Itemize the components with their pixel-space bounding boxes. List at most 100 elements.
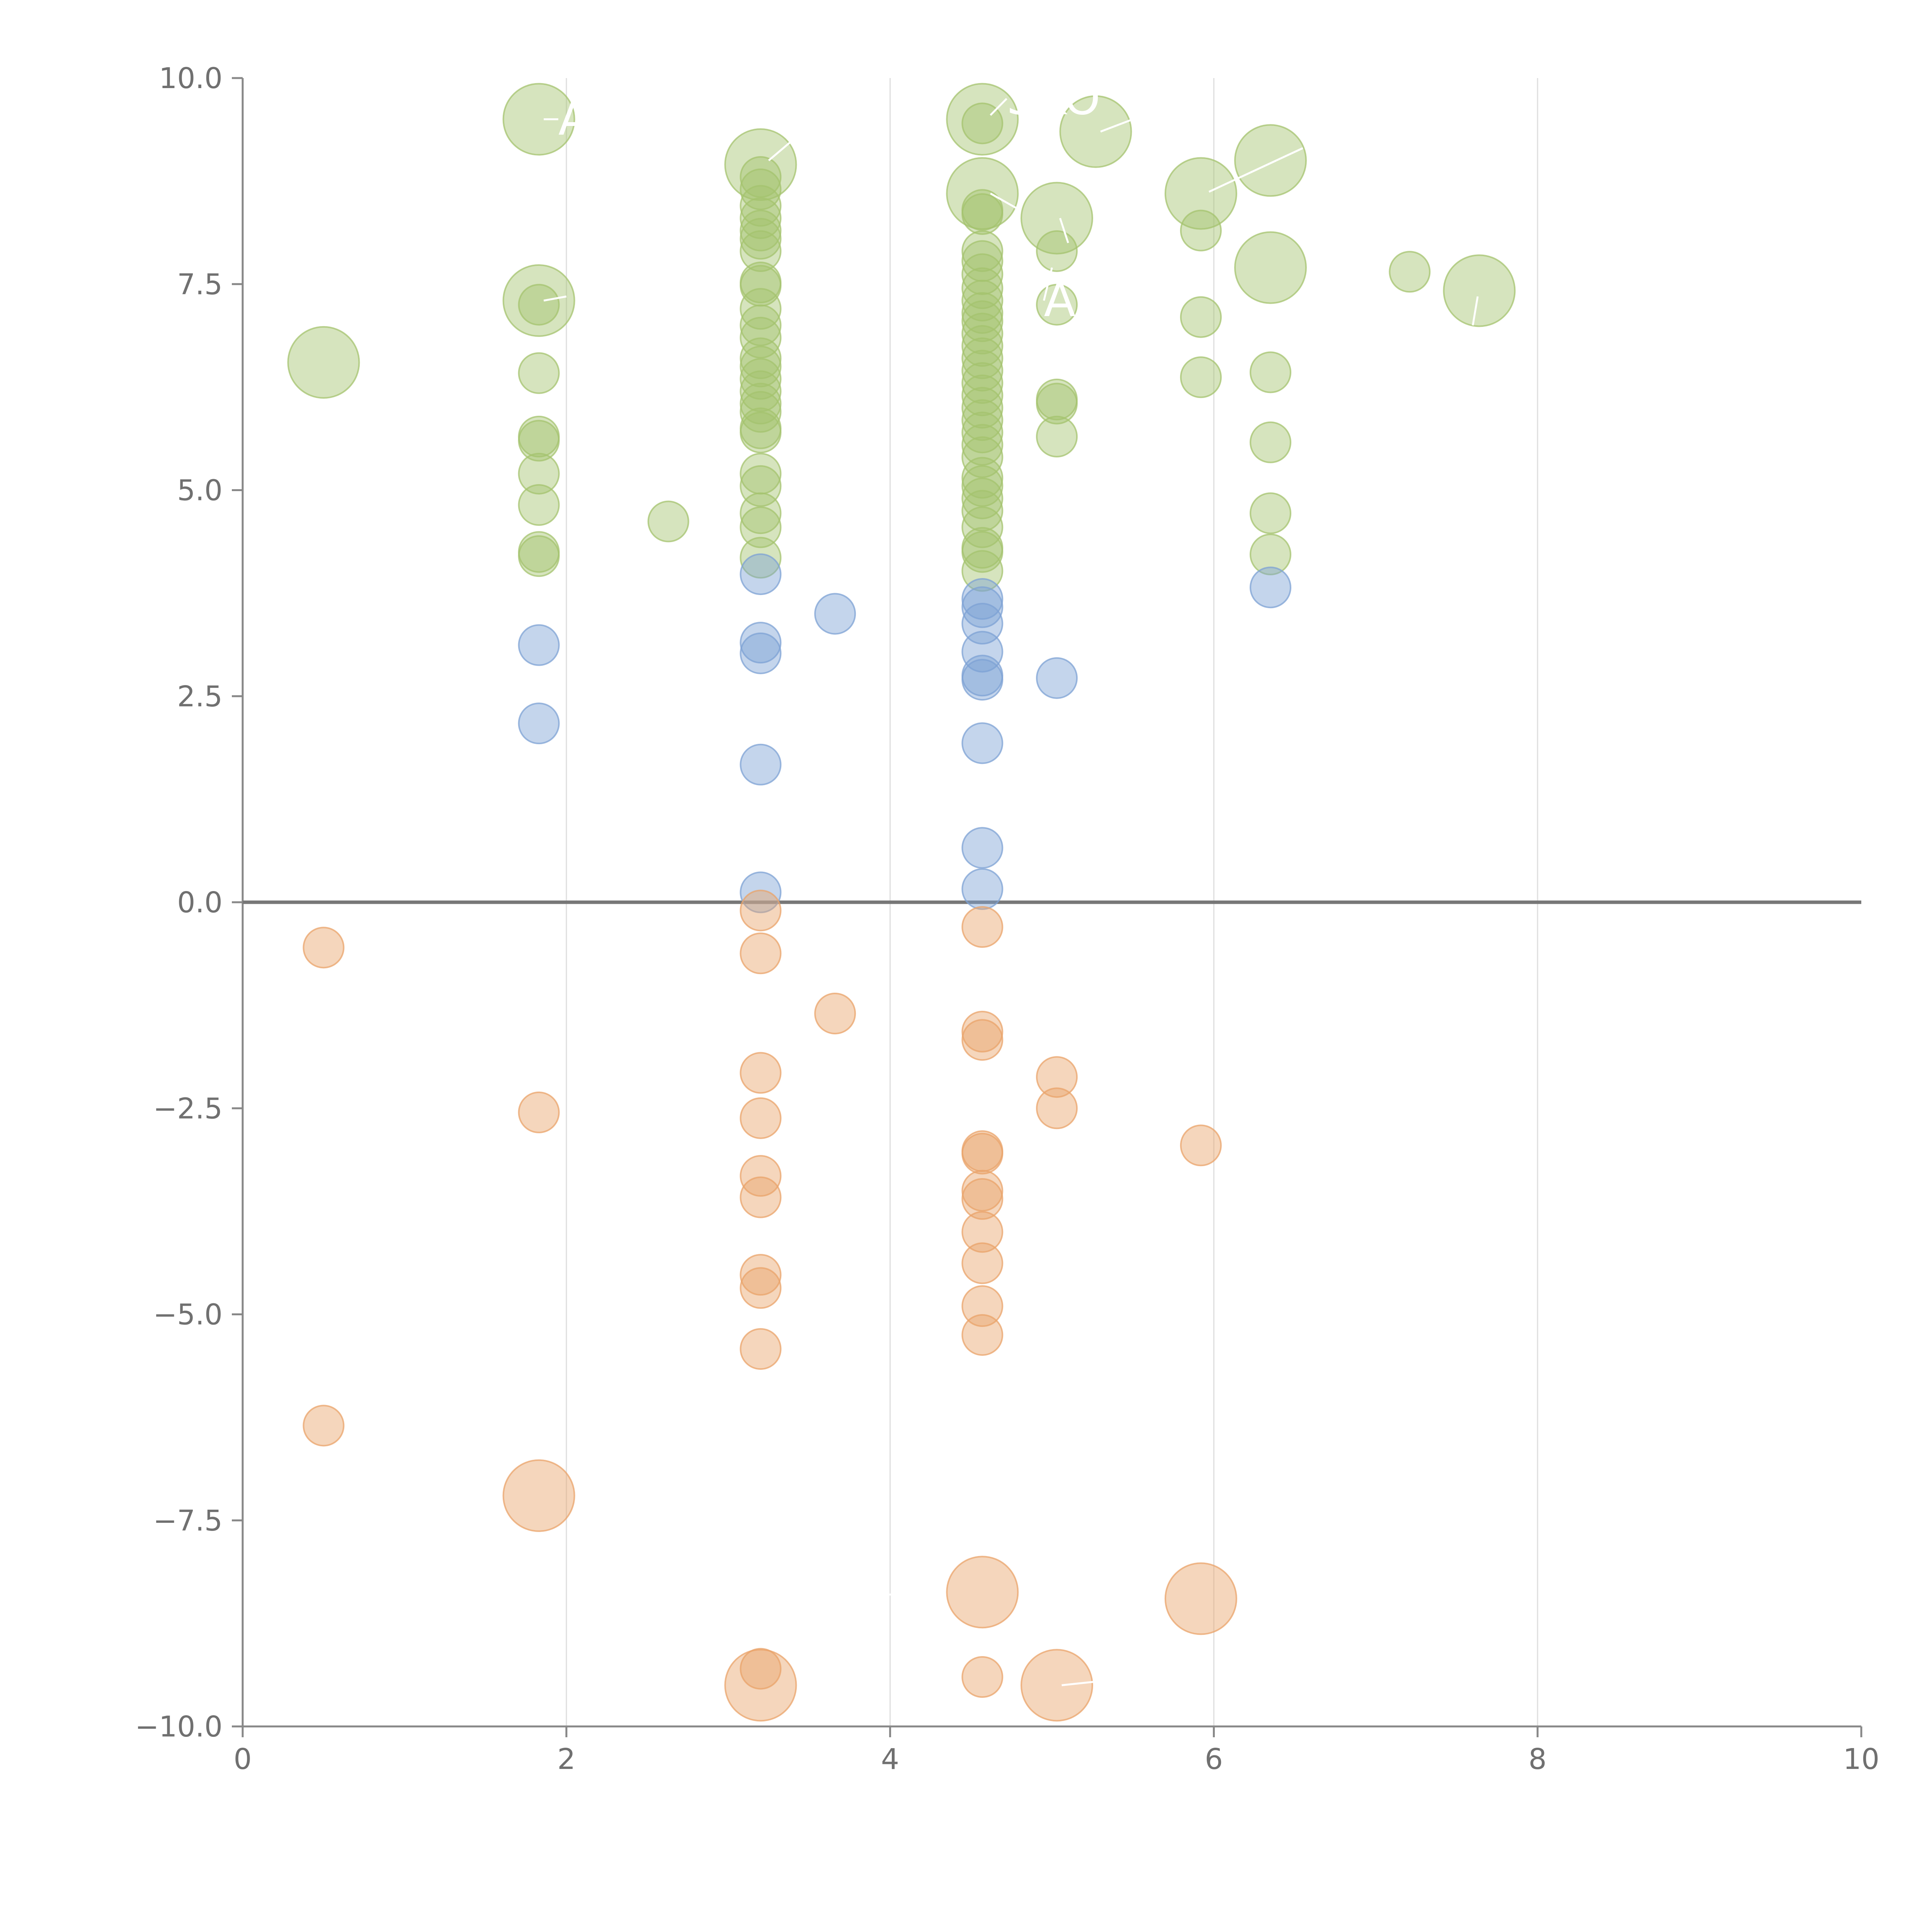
bubble-green [1234,231,1307,304]
bubbles [287,83,1516,1722]
bubble-green [740,383,782,425]
bubble-green [961,531,1003,573]
annotation-leader-line [990,192,1020,211]
bubble-green [724,128,797,201]
bubble-blue [740,553,782,595]
y-axis-ticks: 10.0 7.5 5.0 2.5 0.0 −2.5 −5.0 −7.5 −10.0 [135,62,243,1743]
bubble-green [961,325,1003,367]
bubble-green [1180,356,1222,398]
bubble-green [740,304,782,346]
x-tick-label: 0 [233,1743,252,1776]
bubble-orange [961,906,1003,948]
annotation-leader-line [1061,1680,1101,1686]
annotation-leader-line [990,98,1007,116]
y-tick-label: 2.5 [177,680,223,713]
bubble-green [1250,492,1292,534]
bubble-green [502,83,575,156]
bubble-blue [740,743,782,786]
bubble-green [961,267,1003,309]
annotation-leader-line [1208,147,1303,193]
bubble-orange [518,1091,560,1133]
bubble-orange [961,1178,1003,1220]
y-tick-label: 7.5 [177,268,223,301]
bubble-blue [740,871,782,913]
x-axis-ticks: 0 2 4 6 8 10 [233,1726,1879,1776]
bubble-orange [961,1010,1003,1053]
bubble-green [518,484,560,526]
bubble-orange [740,1097,782,1139]
bubble-green [961,193,1003,235]
y-tick-label: 10.0 [159,62,223,95]
bubble-green [1234,124,1307,197]
bubble-green [740,345,782,388]
bubble-orange [502,1459,575,1532]
annotation-leader-line [1059,218,1069,243]
annotation-leader-line [768,139,794,162]
bubble-green [961,387,1003,429]
x-tick-label: 8 [1529,1743,1547,1776]
bubble-orange [961,1170,1003,1212]
bubble-green [961,337,1003,379]
bubble-green [961,253,1003,295]
x-tick-label: 4 [881,1743,899,1776]
annotation-leader-line [543,295,567,302]
bubble-green [740,412,782,454]
bubble-green [1180,209,1222,252]
bubble-green [740,156,782,198]
bubble-green [518,452,560,495]
bubble-orange [1036,1056,1078,1098]
bubble-green [1250,351,1292,393]
bubble-green [961,374,1003,417]
bubble-green [518,420,560,462]
bubble-green [740,492,782,534]
bubble-green [961,477,1003,519]
bubble-orange [814,992,856,1034]
bubble-green [740,358,782,400]
annotation-label: SKO [1007,71,1100,125]
bubble-orange [740,1254,782,1296]
bubble-green [961,230,1003,272]
bubble-green [961,412,1003,454]
annotation-leader-line [1043,267,1053,301]
bubble-green [740,185,782,227]
bubble-green [1036,284,1078,326]
bubble-green [961,490,1003,532]
bubble-green [740,230,782,272]
bubble-orange [1020,1649,1094,1722]
bubble-blue [961,659,1003,701]
y-tick-label: 0.0 [177,886,223,919]
bubble-orange [961,1242,1003,1284]
bubble-blue [1036,657,1078,699]
bubble-orange [961,1285,1003,1327]
x-tick-label: 6 [1205,1743,1223,1776]
bubble-green [1180,296,1222,338]
bubble-green [1389,251,1431,293]
bubble-orange [303,927,345,969]
bubble-green [502,264,575,337]
bubble-blue [961,578,1003,620]
bubble-green [961,300,1003,342]
bubble-orange [740,932,782,975]
bubble-green [946,83,1019,156]
bubble-orange [740,1176,782,1218]
y-tick-label: −2.5 [153,1092,223,1125]
bubble-orange [961,1211,1003,1253]
bubble-blue [1250,566,1292,609]
bubble-orange [740,1052,782,1094]
bubble-green [1036,415,1078,457]
bubble-orange [303,1405,345,1447]
bubble-orange [740,1155,782,1197]
bubble-green [518,535,560,577]
bubble-green [961,362,1003,404]
bubble-orange [961,1133,1003,1175]
annotation-label: J [1098,1654,1114,1708]
bubble-orange [946,1556,1019,1629]
bubble-orange [1164,1562,1237,1635]
bubble-green [961,399,1003,441]
bubble-orange [961,1314,1003,1356]
bubble-green [740,168,782,210]
bubble-green [1020,182,1094,255]
bubble-green [518,284,560,326]
bubble-green [961,465,1003,507]
